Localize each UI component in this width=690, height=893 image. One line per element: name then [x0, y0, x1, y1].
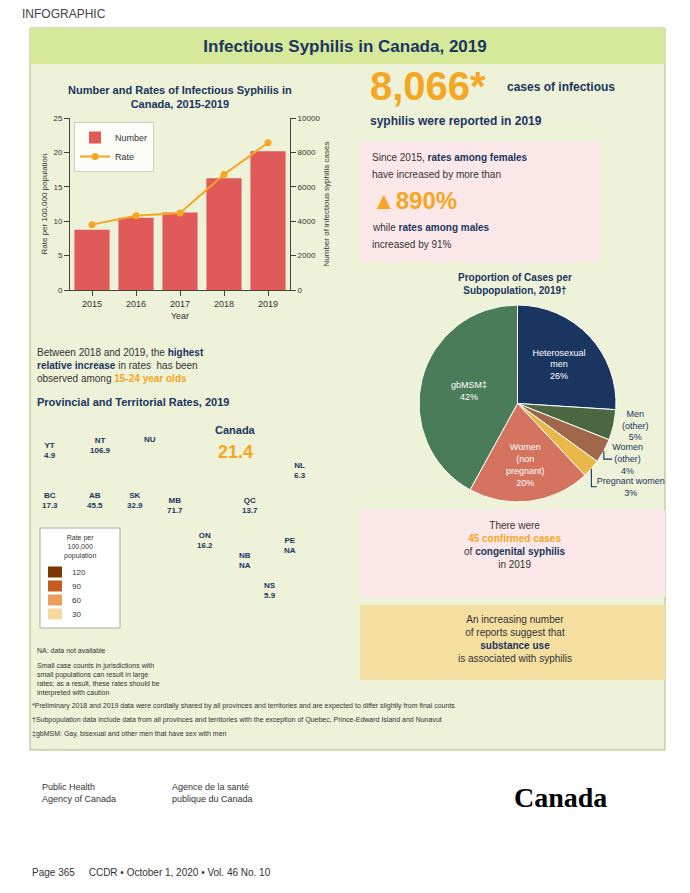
svg-text:90: 90 — [72, 582, 81, 591]
svg-text:have increased by more than: have increased by more than — [372, 169, 501, 180]
svg-text:Rate per100,000population: Rate per100,000population — [64, 534, 96, 560]
svg-text:NU: NU — [144, 435, 156, 444]
svg-text:Small case counts in jurisdict: Small case counts in jurisdictions withs… — [37, 662, 160, 697]
svg-text:†Subpopulation data include da: †Subpopulation data include data from al… — [32, 716, 442, 724]
svg-text:while rates among males: while rates among males — [372, 222, 490, 233]
svg-text:‡gbMSM: Gay, bisexual and othe: ‡gbMSM: Gay, bisexual and other men that… — [32, 730, 227, 738]
svg-text:6000: 6000 — [298, 183, 316, 192]
svg-text:Women(nonpregnant)20%: Women(nonpregnant)20% — [506, 442, 545, 487]
svg-text:syphilis were reported in 2019: syphilis were reported in 2019 — [370, 114, 542, 128]
svg-text:120: 120 — [72, 568, 86, 577]
svg-text:SK32.9: SK32.9 — [127, 491, 143, 510]
svg-text:Page 365 CCDR • October 1,: Page 365 CCDR • October 1, 2020 • Vol. 4… — [32, 867, 271, 878]
svg-text:5: 5 — [58, 251, 63, 260]
svg-text:NBNA: NBNA — [239, 551, 251, 570]
svg-text:Number of infectious syphilis: Number of infectious syphilis cases — [322, 142, 331, 267]
svg-text:4000: 4000 — [298, 217, 316, 226]
svg-text:10000: 10000 — [298, 114, 321, 123]
svg-text:Rate: Rate — [115, 152, 134, 162]
svg-text:Canada: Canada — [514, 782, 607, 813]
svg-text:YT4.9: YT4.9 — [44, 441, 56, 460]
svg-text:Year: Year — [171, 311, 189, 321]
svg-text:An increasing numberof reports: An increasing numberof reports suggest t… — [458, 614, 572, 664]
svg-text:AB45.5: AB45.5 — [87, 491, 103, 510]
svg-text:INFOGRAPHIC: INFOGRAPHIC — [22, 7, 106, 21]
svg-text:25: 25 — [53, 114, 62, 123]
svg-text:Men(other)5%: Men(other)5% — [622, 409, 649, 442]
svg-text:Rate per 100,000 population: Rate per 100,000 population — [40, 154, 49, 255]
svg-text:60: 60 — [72, 596, 81, 605]
svg-text:8,066*: 8,066* — [370, 64, 486, 108]
svg-text:Infectious Syphilis in Canada,: Infectious Syphilis in Canada, 2019 — [203, 37, 486, 56]
svg-text:2018: 2018 — [214, 299, 234, 309]
svg-text:*Preliminary 2018 and 2019 dat: *Preliminary 2018 and 2019 data were cor… — [32, 702, 455, 710]
svg-text:10: 10 — [53, 217, 62, 226]
svg-text:30: 30 — [72, 610, 81, 619]
svg-text:Number and Rates of Infectious: Number and Rates of Infectious Syphilis … — [68, 84, 292, 110]
svg-text:21.4: 21.4 — [218, 442, 253, 462]
svg-text:Agence de la santépublique du: Agence de la santépublique du Canada — [172, 782, 253, 804]
svg-text:2017: 2017 — [170, 299, 190, 309]
svg-text:ON16.2: ON16.2 — [197, 531, 213, 550]
svg-text:8000: 8000 — [298, 148, 316, 157]
svg-text:15: 15 — [53, 183, 62, 192]
svg-text:2019: 2019 — [258, 299, 278, 309]
svg-text:2016: 2016 — [126, 299, 146, 309]
svg-text:Public HealthAgency of Canada: Public HealthAgency of Canada — [42, 782, 116, 804]
svg-text:Between 2018 and 2019, the hig: Between 2018 and 2019, the highestrelati… — [37, 347, 204, 384]
svg-text:NL6.3: NL6.3 — [294, 461, 306, 480]
svg-text:Women(other)4%: Women(other)4% — [612, 442, 643, 475]
svg-text:Provincial and Territorial Rat: Provincial and Territorial Rates, 2019 — [37, 396, 229, 408]
svg-text:NS5.9: NS5.9 — [264, 581, 276, 600]
svg-text:NT106.9: NT106.9 — [90, 436, 111, 455]
svg-text:MB71.7: MB71.7 — [167, 496, 183, 515]
svg-text:cases of infectious: cases of infectious — [507, 80, 615, 94]
svg-text:2015: 2015 — [82, 299, 102, 309]
svg-text:gbMSM‡42%: gbMSM‡42% — [451, 380, 487, 402]
svg-text:Proportion of Cases perSubpopu: Proportion of Cases perSubpopulation, 20… — [458, 272, 572, 296]
svg-text:Number: Number — [115, 133, 147, 143]
svg-text:Since 2015, rates among female: Since 2015, rates among females — [372, 152, 528, 163]
svg-text:0: 0 — [58, 286, 63, 295]
svg-text:BC17.3: BC17.3 — [42, 491, 58, 510]
svg-text:▲890%: ▲890% — [372, 187, 457, 214]
svg-text:increased by 91%: increased by 91% — [372, 239, 452, 250]
svg-text:QC13.7: QC13.7 — [242, 496, 258, 515]
svg-text:2000: 2000 — [298, 251, 316, 260]
svg-text:Heterosexualmen26%: Heterosexualmen26% — [533, 348, 586, 381]
svg-text:Canada: Canada — [215, 424, 256, 436]
svg-text:0: 0 — [298, 286, 303, 295]
svg-text:PENA: PENA — [284, 536, 296, 555]
svg-text:There were45 confirmed casesof: There were45 confirmed casesof congenita… — [464, 520, 566, 570]
svg-text:20: 20 — [53, 148, 62, 157]
svg-text:Pregnant women3%: Pregnant women3% — [597, 476, 665, 498]
svg-text:NA: data not available: NA: data not available — [37, 647, 106, 654]
